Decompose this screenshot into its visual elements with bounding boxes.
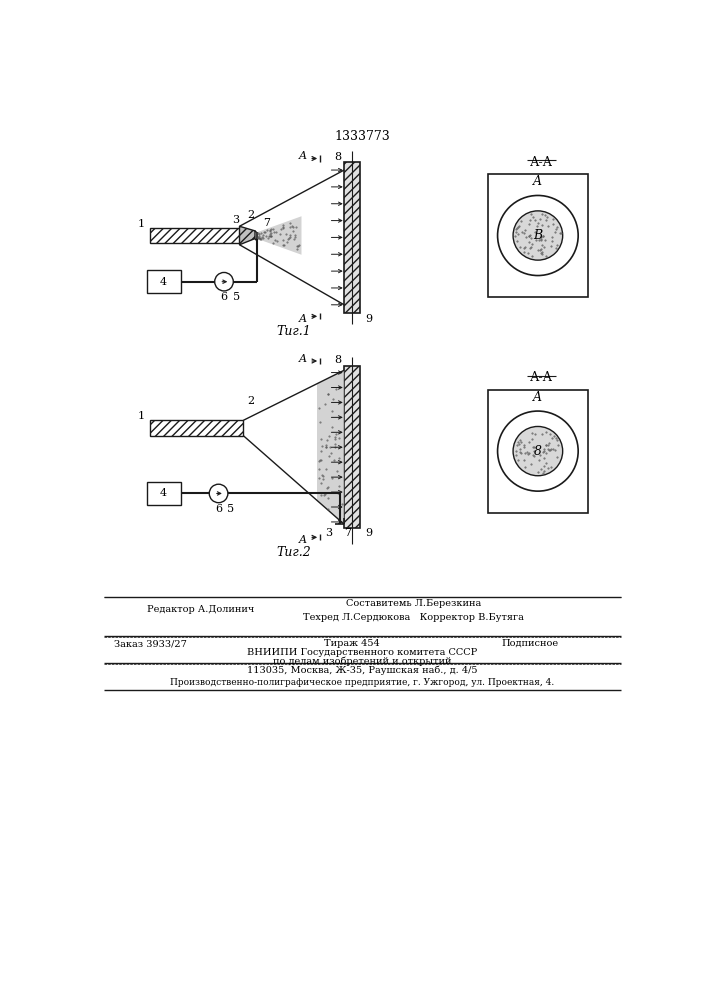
- Text: 9: 9: [366, 528, 373, 538]
- Bar: [488, 174, 588, 297]
- Text: Τиг.2: Τиг.2: [276, 546, 311, 559]
- Text: 9: 9: [366, 314, 373, 324]
- Text: Заказ 3933/27: Заказ 3933/27: [114, 639, 187, 648]
- Text: 113035, Москва, Ж-35, Раушская наб., д. 4/5: 113035, Москва, Ж-35, Раушская наб., д. …: [247, 666, 477, 675]
- Circle shape: [209, 484, 228, 503]
- Bar: [146, 270, 182, 293]
- Text: Тираж 454: Тираж 454: [324, 639, 380, 648]
- Circle shape: [498, 411, 578, 491]
- Text: Производственно-полиграфическое предприятие, г. Ужгород, ул. Проектная, 4.: Производственно-полиграфическое предприя…: [170, 678, 554, 687]
- Text: 2: 2: [247, 396, 255, 406]
- Bar: [151, 420, 243, 436]
- Text: по делам изобретений и открытий: по делам изобретений и открытий: [273, 657, 451, 666]
- Text: A: A: [299, 314, 307, 324]
- Text: 7: 7: [344, 528, 351, 538]
- Bar: [344, 162, 360, 312]
- Text: 1: 1: [138, 411, 145, 421]
- Text: 8: 8: [334, 152, 341, 162]
- Text: 3: 3: [325, 528, 332, 538]
- Text: 4: 4: [160, 488, 167, 498]
- Circle shape: [215, 272, 233, 291]
- Text: 2: 2: [247, 210, 255, 220]
- Text: Τиг.1: Τиг.1: [276, 325, 311, 338]
- Text: 8: 8: [534, 445, 542, 458]
- Text: Техред Л.Сердюкова   Корректор В.Бутяга: Техред Л.Сердюкова Корректор В.Бутяга: [303, 613, 525, 622]
- Text: Составитемь Л.Березкина: Составитемь Л.Березкина: [346, 599, 481, 608]
- Text: ВНИИПИ Государственного комитета СССР: ВНИИПИ Государственного комитета СССР: [247, 648, 477, 657]
- Text: A: A: [299, 354, 307, 364]
- Text: 1333773: 1333773: [334, 130, 390, 143]
- Bar: [151, 228, 240, 243]
- Text: Подписное: Подписное: [501, 639, 559, 648]
- Circle shape: [513, 426, 563, 476]
- Text: А-А: А-А: [530, 156, 554, 169]
- Text: 6: 6: [221, 292, 228, 302]
- Text: А-А: А-А: [530, 371, 554, 384]
- Text: Редактор А.Долинич: Редактор А.Долинич: [147, 605, 255, 614]
- Text: 1: 1: [138, 219, 145, 229]
- Text: 6: 6: [215, 504, 222, 514]
- Text: 4: 4: [160, 277, 167, 287]
- Text: A: A: [533, 391, 542, 404]
- Bar: [488, 389, 588, 513]
- Text: A: A: [299, 535, 307, 545]
- Text: 8: 8: [334, 355, 341, 365]
- Text: 5: 5: [228, 504, 235, 514]
- Circle shape: [498, 195, 578, 276]
- Polygon shape: [257, 216, 301, 255]
- Text: 7: 7: [263, 218, 270, 228]
- Text: A: A: [533, 175, 542, 188]
- Text: 5: 5: [233, 292, 240, 302]
- Bar: [344, 366, 360, 528]
- Circle shape: [513, 211, 563, 260]
- Text: 3: 3: [232, 215, 239, 225]
- Polygon shape: [317, 370, 344, 524]
- Text: A: A: [299, 151, 307, 161]
- Text: B: B: [533, 229, 542, 242]
- Polygon shape: [240, 226, 255, 245]
- Bar: [146, 482, 182, 505]
